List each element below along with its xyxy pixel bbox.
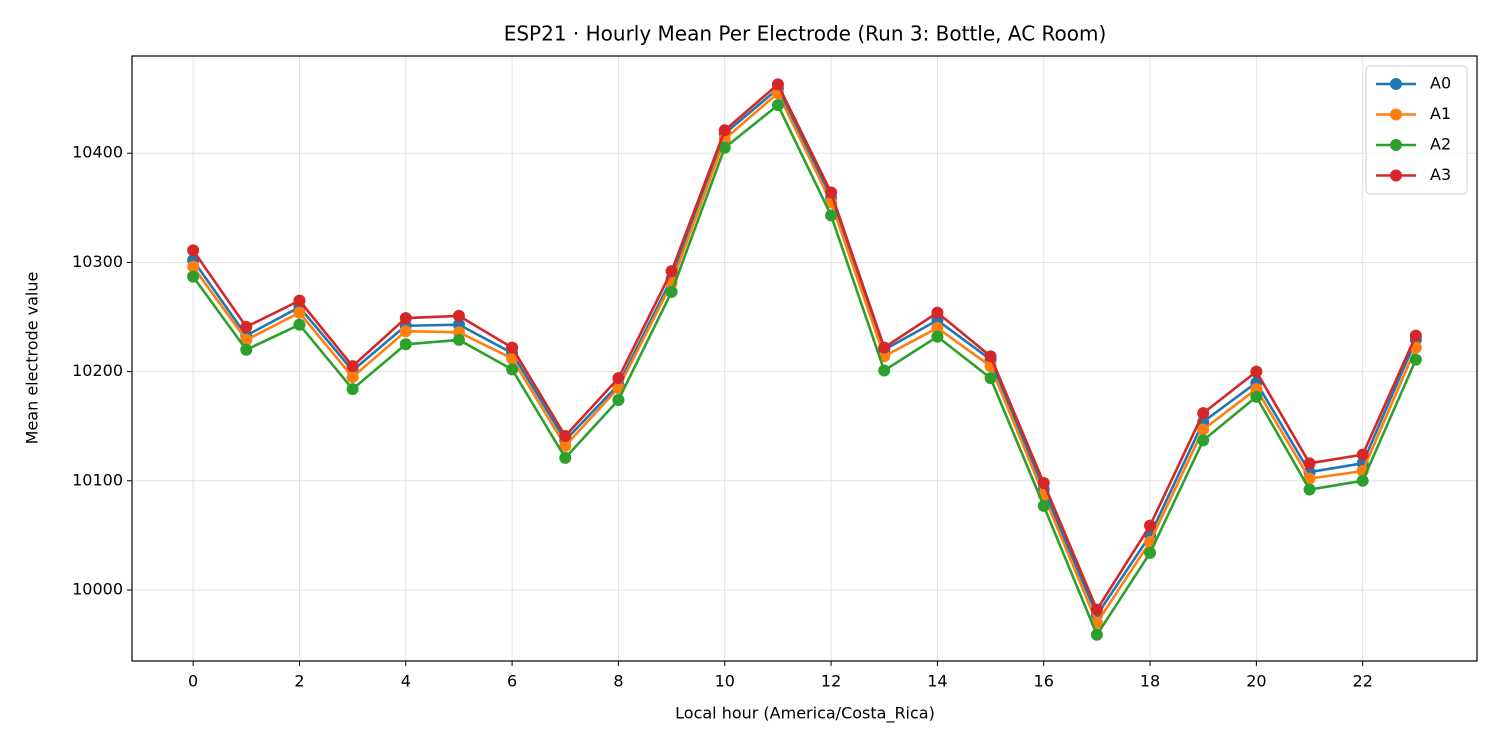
data-point	[559, 430, 572, 443]
data-point	[931, 330, 944, 343]
legend-box	[1365, 65, 1468, 195]
data-point	[1144, 519, 1157, 532]
data-point	[187, 270, 200, 283]
data-point	[665, 285, 678, 298]
data-point	[399, 338, 412, 351]
x-tick-label: 8	[613, 672, 623, 691]
x-tick-label: 0	[188, 672, 198, 691]
data-point	[825, 209, 838, 222]
data-point	[1303, 457, 1316, 470]
x-tick-label: 6	[507, 672, 517, 691]
data-point	[1356, 474, 1369, 487]
y-tick-label: 10300	[72, 252, 123, 271]
data-point	[1409, 353, 1422, 366]
data-point	[399, 312, 412, 325]
data-point	[878, 341, 891, 354]
data-point	[346, 383, 359, 396]
data-point	[506, 341, 519, 354]
data-point	[984, 372, 997, 385]
legend-marker	[1390, 78, 1402, 90]
data-point	[825, 186, 838, 199]
x-tick-label: 10	[715, 672, 735, 691]
data-point	[1197, 423, 1210, 436]
chart-title: ESP21 · Hourly Mean Per Electrode (Run 3…	[504, 22, 1107, 46]
data-point	[452, 309, 465, 322]
legend-label: A0	[1430, 74, 1451, 93]
data-point	[1303, 472, 1316, 485]
data-point	[1356, 448, 1369, 461]
y-tick-label: 10200	[72, 361, 123, 380]
legend-marker	[1390, 139, 1402, 151]
data-point	[1090, 628, 1103, 641]
series-line	[192, 91, 1418, 625]
data-point	[346, 371, 359, 384]
y-tick-label: 10000	[72, 580, 123, 599]
data-point	[771, 78, 784, 91]
data-point	[1197, 434, 1210, 447]
y-tick-label: 10400	[72, 143, 123, 162]
x-axis-label: Local hour (America/Costa_Rica)	[675, 704, 935, 724]
series-line	[192, 87, 1418, 617]
legend-marker	[1390, 108, 1402, 121]
data-point	[240, 320, 253, 333]
data-point	[771, 99, 784, 112]
data-point	[718, 124, 731, 137]
data-point	[665, 265, 678, 278]
x-tick-label: 20	[1246, 672, 1266, 691]
data-point	[187, 260, 200, 273]
x-tick-label: 2	[294, 672, 304, 691]
data-point	[399, 325, 412, 338]
legend-label: A1	[1430, 104, 1451, 123]
data-point	[1144, 546, 1157, 559]
data-point	[452, 333, 465, 346]
x-tick-label: 16	[1034, 672, 1054, 691]
data-point	[187, 244, 200, 257]
data-point	[1303, 483, 1316, 496]
x-tick-label: 4	[401, 672, 411, 691]
data-point	[346, 360, 359, 373]
data-point	[293, 294, 306, 307]
data-point	[1250, 365, 1263, 378]
x-tick-label: 18	[1140, 672, 1160, 691]
data-point	[984, 350, 997, 363]
data-point	[240, 343, 253, 356]
data-point	[1409, 329, 1422, 342]
data-point	[1037, 499, 1050, 512]
data-point	[1090, 603, 1103, 616]
plot-frame	[131, 55, 1478, 662]
series-line	[192, 83, 1418, 611]
data-point	[240, 333, 253, 346]
data-point	[293, 306, 306, 319]
x-tick-label: 14	[927, 672, 947, 691]
data-point	[612, 372, 625, 385]
data-point	[559, 451, 572, 464]
x-tick-label: 22	[1353, 672, 1373, 691]
data-point	[931, 306, 944, 319]
y-tick-label: 10100	[72, 470, 123, 489]
y-axis-label: Mean electrode value	[23, 272, 42, 445]
data-point	[1037, 476, 1050, 489]
data-point	[1250, 390, 1263, 403]
data-point	[1197, 407, 1210, 420]
series-line	[192, 103, 1418, 637]
data-point	[612, 393, 625, 406]
data-point	[293, 318, 306, 331]
legend-marker	[1390, 169, 1402, 182]
legend-label: A2	[1430, 135, 1451, 154]
data-point	[559, 439, 572, 452]
data-point	[506, 363, 519, 376]
data-point	[878, 364, 891, 377]
data-point	[931, 321, 944, 334]
x-tick-label: 12	[821, 672, 841, 691]
data-point	[718, 141, 731, 154]
data-point	[506, 352, 519, 365]
legend-label: A3	[1430, 165, 1451, 184]
